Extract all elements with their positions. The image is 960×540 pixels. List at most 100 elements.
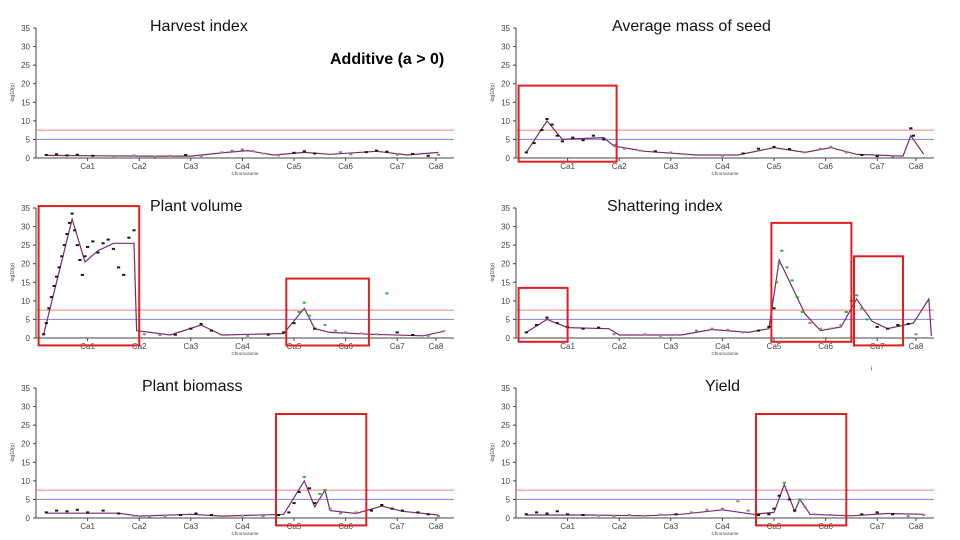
- data-point: [787, 498, 792, 501]
- data-point: [524, 331, 528, 334]
- data-point: [328, 507, 332, 510]
- x-axis-label: Chromosome: [231, 171, 259, 176]
- highlight-box: [275, 413, 368, 527]
- y-axis-label: -log10(p): [490, 83, 496, 103]
- chart-title-harvest-index: Harvest index: [150, 18, 248, 35]
- data-point: [674, 333, 678, 336]
- data-point: [922, 514, 926, 516]
- data-point: [338, 512, 343, 515]
- y-tick-label: 5: [506, 315, 511, 324]
- chart-title-plant-biomass: Plant biomass: [142, 378, 243, 395]
- data-point: [55, 275, 59, 278]
- data-point: [875, 511, 879, 514]
- data-point: [52, 285, 56, 287]
- data-point: [395, 153, 399, 156]
- y-tick-label: 10: [21, 297, 30, 306]
- data-point: [844, 311, 848, 313]
- data-point: [117, 512, 121, 515]
- data-point: [818, 147, 823, 150]
- data-point: [720, 507, 724, 510]
- y-tick-label: 20: [501, 440, 510, 449]
- data-point: [829, 145, 833, 148]
- fitted-line: [525, 257, 932, 337]
- data-point: [282, 331, 286, 334]
- y-tick-label: 10: [501, 477, 510, 486]
- y-tick-label: 20: [501, 260, 510, 269]
- data-point: [375, 333, 379, 336]
- data-point: [70, 212, 74, 215]
- data-point: [555, 322, 559, 325]
- y-tick-label: 15: [21, 278, 30, 287]
- data-point: [349, 153, 353, 156]
- data-point: [787, 148, 792, 151]
- x-tick-label: Ca6: [338, 522, 353, 531]
- data-point: [860, 307, 864, 310]
- data-point: [555, 134, 559, 137]
- data-point: [813, 513, 817, 516]
- y-tick-label: 30: [501, 43, 510, 52]
- data-point: [700, 154, 704, 156]
- data-point: [60, 255, 64, 258]
- data-point: [65, 510, 69, 513]
- highlight-box: [517, 286, 569, 343]
- data-point: [369, 509, 373, 512]
- data-point: [246, 334, 250, 337]
- data-point: [75, 244, 79, 247]
- y-tick-label: 10: [501, 297, 510, 306]
- y-tick-label: 10: [21, 117, 30, 126]
- data-point: [292, 502, 296, 505]
- chart-title-plant-volume: Plant volume: [150, 198, 243, 215]
- data-point: [359, 332, 363, 335]
- headline-additive: Additive (a > 0): [330, 51, 445, 68]
- data-point: [323, 152, 327, 155]
- y-tick-label: 30: [501, 403, 510, 412]
- data-point: [906, 515, 910, 518]
- data-point: [891, 155, 895, 158]
- data-point: [225, 515, 229, 518]
- data-point: [209, 329, 214, 332]
- data-point: [829, 514, 833, 516]
- data-point: [782, 481, 786, 484]
- data-point: [720, 154, 724, 157]
- data-point: [860, 513, 864, 516]
- data-point: [297, 311, 301, 313]
- data-point: [555, 510, 559, 513]
- data-point: [772, 507, 776, 510]
- x-tick-label: Ca2: [132, 342, 147, 351]
- data-point: [524, 151, 528, 154]
- x-tick-label: Ca2: [612, 522, 627, 531]
- y-tick-label: 30: [21, 403, 30, 412]
- data-point: [684, 153, 688, 156]
- data-point: [643, 514, 647, 517]
- data-point: [73, 229, 77, 232]
- highlight-box: [285, 277, 370, 347]
- data-point: [266, 333, 270, 336]
- data-point: [122, 273, 126, 276]
- data-point: [302, 150, 306, 153]
- data-point: [426, 154, 430, 157]
- fitted-line: [525, 119, 925, 157]
- highlight-box: [853, 255, 904, 347]
- y-tick-label: 35: [21, 384, 30, 393]
- data-point: [173, 333, 177, 336]
- data-point: [132, 514, 136, 517]
- x-tick-label: Ca6: [818, 522, 833, 531]
- data-point: [323, 324, 327, 326]
- data-point: [106, 238, 110, 241]
- data-point: [313, 502, 317, 505]
- data-point: [101, 242, 105, 245]
- data-point: [65, 233, 69, 235]
- x-tick-label: Ca8: [909, 342, 924, 351]
- x-tick-label: Ca4: [235, 162, 250, 171]
- x-tick-label: Ca3: [183, 342, 198, 351]
- data-point: [741, 152, 745, 155]
- highlight-box: [770, 221, 853, 343]
- data-point: [276, 154, 281, 157]
- data-point: [795, 296, 799, 299]
- data-point: [669, 151, 673, 154]
- data-point: [855, 294, 859, 297]
- data-point: [390, 507, 394, 510]
- data-point: [777, 262, 781, 265]
- y-tick-label: 15: [501, 98, 510, 107]
